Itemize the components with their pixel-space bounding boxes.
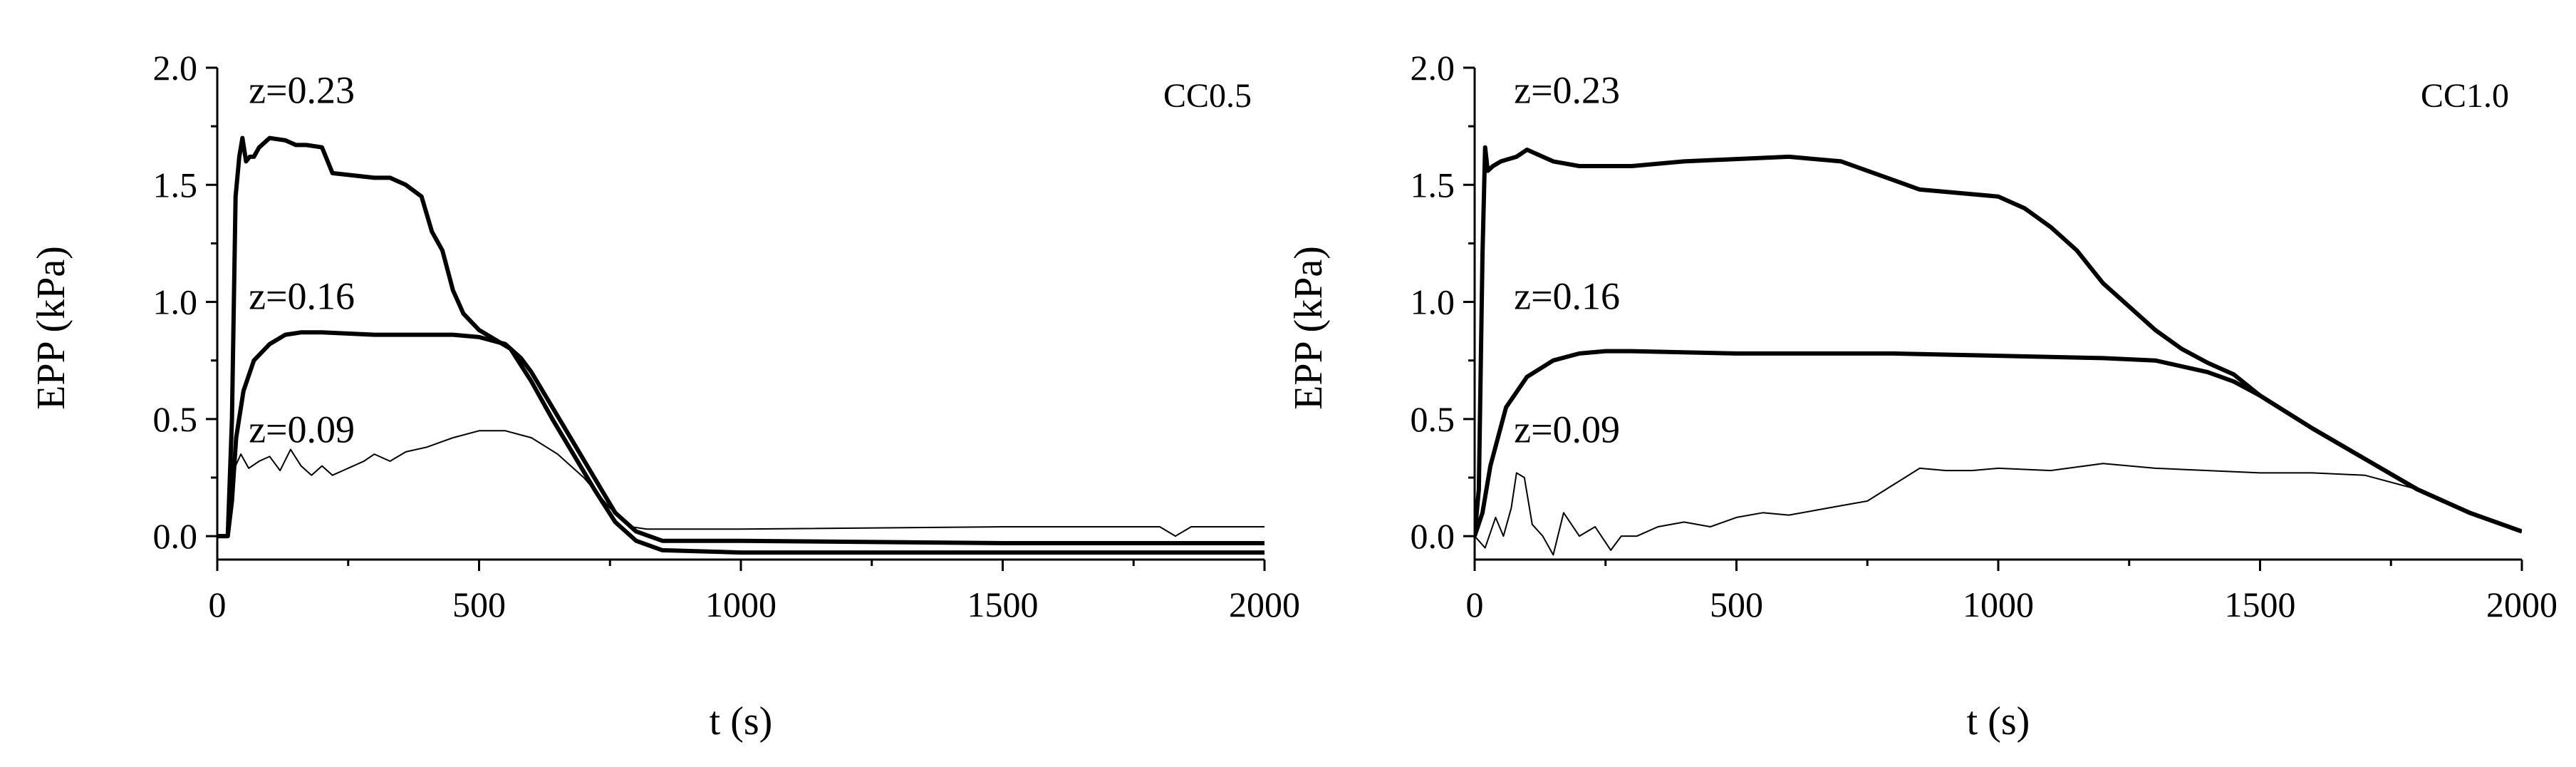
- chart-panel-2: 0 500 1000 1500 2000 0.0 0.5 1.0 1.5 2.0 t (s) EPP …: [1287, 48, 2557, 743]
- y-tick-label: 2.0: [153, 48, 198, 88]
- y-tick-label: 0.5: [1411, 399, 1455, 439]
- series-label: z=0.23: [249, 68, 355, 111]
- series-line-1: [1475, 145, 2522, 537]
- chart-panel-1: 0 500 1000 1500 2000 0.0 0.5 1.0 1.5 2.0 t (s) EPP …: [29, 48, 1300, 743]
- x-tick-label: 2000: [2486, 585, 2557, 624]
- y-axis-title: EPP (kPa): [1287, 246, 1331, 410]
- series-line-2: [1475, 349, 2522, 537]
- y-tick-label: 1.5: [153, 165, 198, 205]
- x-axis-title: t (s): [1967, 699, 2030, 743]
- series-line-2: [217, 330, 1264, 545]
- y-tick-label: 0.0: [1411, 516, 1455, 556]
- series-label: z=0.23: [1514, 68, 1620, 111]
- x-tick-label: 500: [452, 585, 506, 624]
- y-tick-label: 0.0: [153, 516, 198, 556]
- x-tick-label: 2000: [1229, 585, 1300, 624]
- y-tick-label: 1.5: [1411, 165, 1455, 205]
- series-line-3: [1475, 463, 2418, 556]
- x-tick-label: 1500: [967, 585, 1039, 624]
- x-tick-label: 1000: [1963, 585, 2034, 624]
- series-line-1: [217, 135, 1264, 555]
- x-tick-label: 500: [1710, 585, 1763, 624]
- x-axis-title: t (s): [710, 699, 773, 743]
- x-tick-label: 0: [1466, 585, 1484, 624]
- x-tick-label: 1000: [705, 585, 777, 624]
- x-tick-label: 0: [209, 585, 227, 624]
- y-tick-label: 1.0: [153, 282, 198, 322]
- x-tick-label: 1500: [2225, 585, 2296, 624]
- series-label: z=0.09: [1514, 408, 1620, 451]
- y-tick-label: 0.5: [153, 399, 198, 439]
- panel-label: CC1.0: [2421, 77, 2509, 115]
- series-label: z=0.16: [249, 274, 355, 317]
- y-tick-label: 1.0: [1411, 282, 1455, 322]
- y-tick-label: 2.0: [1411, 48, 1455, 88]
- y-axis-title: EPP (kPa): [29, 246, 73, 410]
- series-label: z=0.09: [249, 408, 355, 451]
- series-line-3: [217, 430, 1264, 537]
- panel-label: CC0.5: [1163, 77, 1252, 115]
- series-label: z=0.16: [1514, 274, 1620, 317]
